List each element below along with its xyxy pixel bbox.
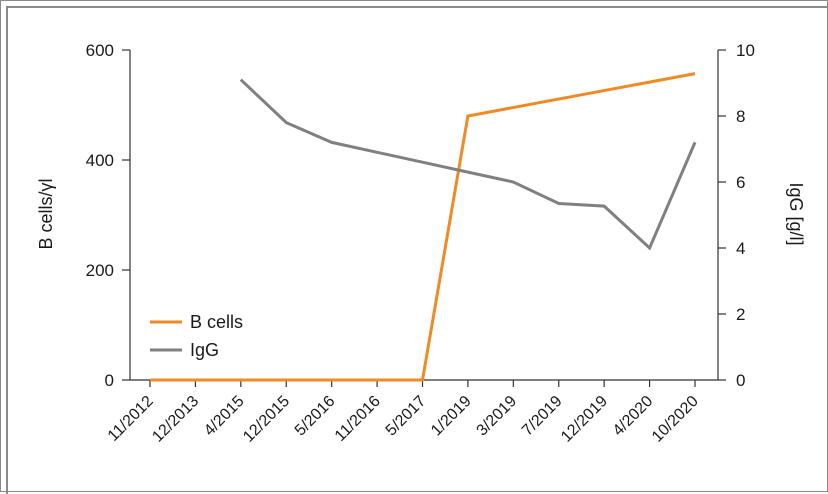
series-line-b-cells <box>150 74 695 380</box>
x-tick-label: 1/2019 <box>428 393 475 440</box>
x-tick-label: 11/2016 <box>332 393 384 445</box>
y-axis-left-label: B cells/γl <box>36 178 56 249</box>
x-tick-label: 12/2013 <box>149 393 202 446</box>
x-tick-label: 11/2012 <box>105 393 157 445</box>
legend-label-igg: IgG <box>190 340 219 360</box>
legend: B cells IgG <box>150 312 243 360</box>
y-axis-right-label: IgG [g/l] <box>786 182 806 245</box>
x-tick-label: 10/2020 <box>649 393 702 446</box>
x-tick-label: 12/2015 <box>240 393 293 446</box>
y-right-tick-label: 2 <box>736 305 745 324</box>
y-left-tick-label: 600 <box>86 41 114 60</box>
legend-label-b-cells: B cells <box>190 312 243 332</box>
y-right-tick-label: 6 <box>736 173 745 192</box>
y-right-tick-label: 10 <box>736 41 755 60</box>
axes: 0200400600024681011/201212/20134/201512/… <box>86 41 755 446</box>
series-layer <box>150 74 695 380</box>
series-line-igg <box>241 80 695 248</box>
y-right-tick-label: 8 <box>736 107 745 126</box>
y-right-tick-label: 4 <box>736 239 745 258</box>
y-left-tick-label: 0 <box>105 371 114 390</box>
x-tick-label: 12/2019 <box>558 393 611 446</box>
y-left-tick-label: 400 <box>86 151 114 170</box>
x-tick-label: 3/2019 <box>474 393 521 440</box>
y-right-tick-label: 0 <box>736 371 745 390</box>
y-left-tick-label: 200 <box>86 261 114 280</box>
x-tick-label: 5/2017 <box>383 393 430 440</box>
